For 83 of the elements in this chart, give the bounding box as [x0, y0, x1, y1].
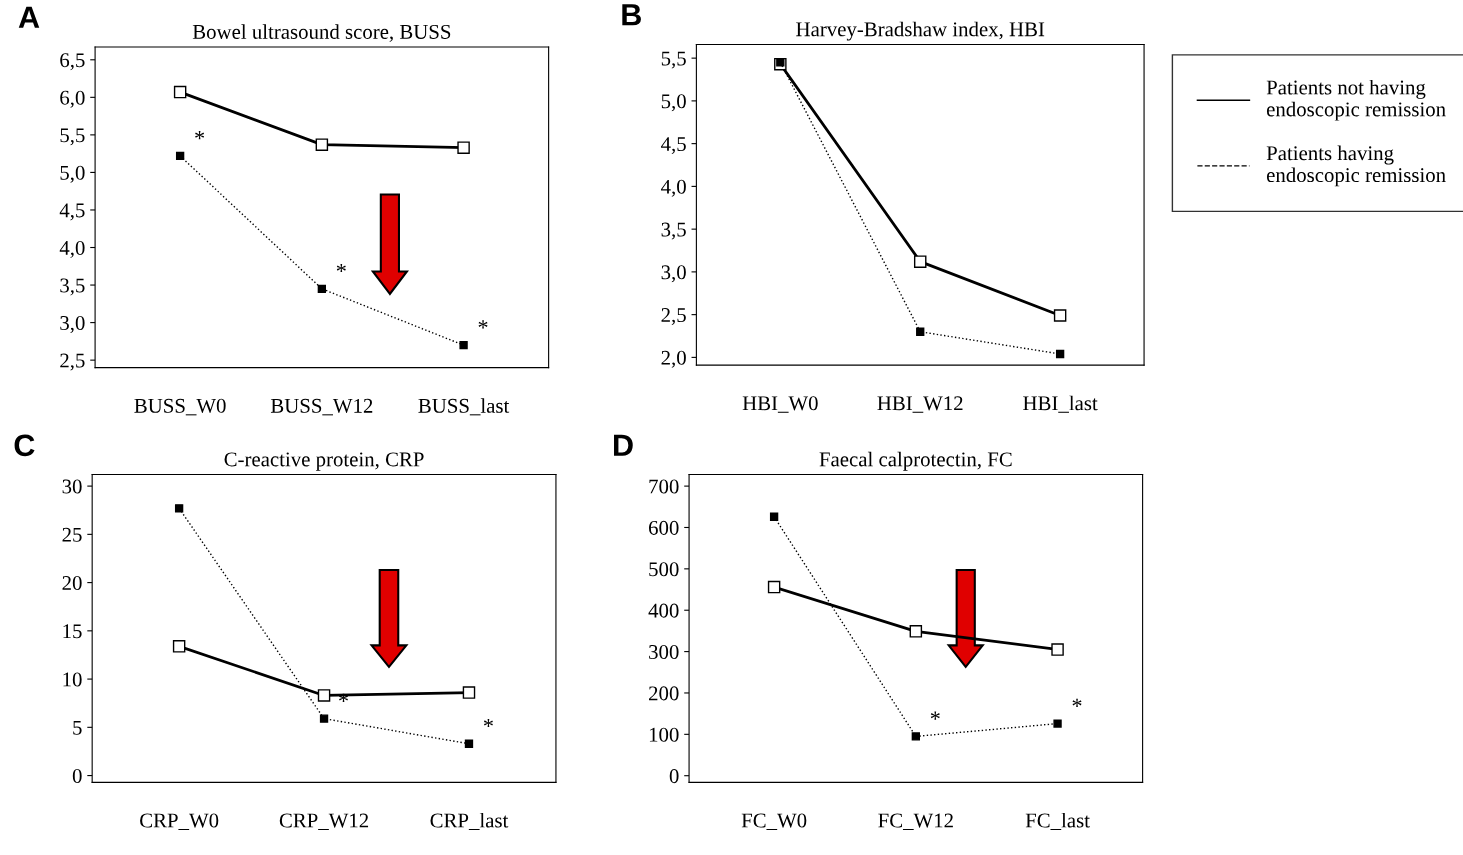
point	[175, 151, 185, 161]
y-tick-label: 2,5	[661, 308, 686, 326]
y-tick-label: 700	[649, 479, 679, 494]
x-tick-label: CRP_last	[430, 812, 509, 831]
y-tick-label: 6,0	[60, 90, 85, 108]
point	[457, 141, 470, 154]
y-tick-label: 600	[649, 520, 679, 535]
annotation: *	[930, 711, 940, 720]
y-tick-label: 5,5	[60, 128, 85, 146]
chart-title: Faecal calprotectin, FC	[819, 451, 1012, 471]
point	[767, 580, 781, 594]
y-tick-label: 3,5	[60, 278, 85, 296]
point	[1055, 349, 1065, 359]
x-tick-label: FC_W12	[878, 813, 953, 831]
annotation: *	[483, 718, 493, 728]
y-tick-label: 3,0	[661, 265, 686, 283]
y-tick-label: 2,5	[60, 353, 85, 371]
point	[173, 85, 187, 99]
x-tick-label: CRP_W0	[140, 813, 219, 831]
point	[172, 640, 186, 653]
x-tick-label: FC_last	[1025, 812, 1090, 831]
point	[315, 138, 329, 151]
text: C	[14, 434, 35, 457]
x-tick-label: BUSS_W12	[270, 398, 373, 416]
point	[1053, 309, 1067, 322]
point	[1051, 643, 1064, 656]
x-tick-label: HBI_W0	[742, 396, 818, 413]
x-tick-label: HBI_W12	[877, 396, 963, 413]
y-tick-label: 4,0	[661, 179, 686, 197]
point	[319, 714, 329, 723]
text: B	[622, 4, 641, 26]
point	[174, 504, 184, 513]
y-tick-label: 25	[62, 527, 82, 542]
point	[769, 512, 779, 521]
y-tick-label: 0	[72, 768, 82, 783]
y-tick-label: 5,5	[661, 51, 686, 69]
text: D	[614, 434, 633, 456]
y-tick-label: 300	[649, 644, 679, 660]
chart-title: Bowel ultrasound score, BUSS	[192, 24, 451, 42]
x-tick-label: FC_W0	[741, 813, 807, 831]
y-tick-label: 3,0	[60, 315, 85, 334]
legend-label: Patients having endoscopic remission	[1266, 145, 1446, 187]
point	[909, 625, 923, 638]
point	[776, 58, 785, 67]
point	[462, 686, 476, 699]
x-tick-label: BUSS_last	[418, 398, 510, 416]
annotation: *	[478, 320, 488, 329]
y-tick-label: 4,0	[59, 240, 85, 258]
point	[1053, 719, 1062, 728]
point	[317, 689, 331, 702]
y-tick-label: 5,0	[60, 165, 85, 183]
y-tick-label: 4,5	[661, 137, 686, 155]
y-tick-label: 15	[63, 624, 82, 639]
y-tick-label: 20	[62, 575, 82, 591]
text: A	[18, 6, 40, 28]
point	[459, 340, 468, 350]
y-tick-label: 10	[63, 672, 82, 687]
point	[317, 284, 327, 293]
y-tick-label: 5	[73, 720, 82, 735]
point	[916, 327, 925, 336]
y-tick-label: 6,5	[60, 53, 85, 71]
point	[464, 739, 474, 748]
x-tick-label: HBI_last	[1023, 395, 1098, 413]
y-tick-label: 30	[62, 479, 82, 494]
y-tick-label: 5,0	[661, 94, 686, 112]
chart-title: C-reactive protein, CRP	[224, 452, 424, 471]
y-tick-label: 2,0	[661, 350, 686, 368]
point	[913, 255, 927, 268]
y-tick-label: 100	[649, 727, 679, 742]
y-tick-label: 400	[648, 603, 679, 618]
y-tick-label: 0	[669, 769, 679, 784]
legend-label: Patients not having endoscopic remission	[1266, 79, 1446, 121]
x-tick-label: BUSS_W0	[134, 398, 226, 416]
y-tick-label: 200	[649, 686, 679, 701]
annotation: *	[195, 131, 205, 140]
y-tick-label: 3,5	[661, 222, 686, 240]
point	[911, 732, 921, 741]
chart-title: Harvey-Bradshaw index, HBI	[796, 21, 1045, 41]
y-tick-label: 4,5	[59, 203, 85, 221]
x-tick-label: CRP_W12	[279, 813, 369, 831]
y-tick-label: 500	[649, 562, 679, 577]
annotation: *	[1072, 698, 1082, 707]
annotation: *	[336, 263, 346, 273]
